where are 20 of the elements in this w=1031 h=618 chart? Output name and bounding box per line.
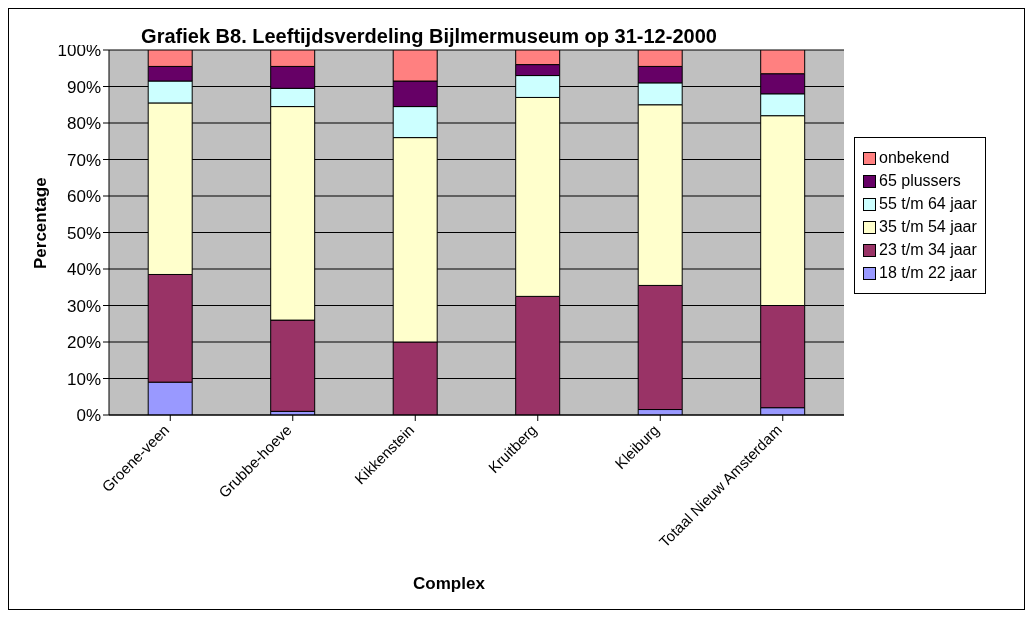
legend-label: 18 t/m 22 jaar [879,264,977,282]
legend-label: 55 t/m 64 jaar [879,195,977,213]
y-tick-label: 90% [66,77,101,97]
legend-label: 65 plussers [879,172,961,190]
y-tick-label: 100% [57,41,101,61]
y-axis-title: Percentage [31,177,51,269]
legend-label: onbekend [879,149,950,167]
y-tick-label: 70% [66,150,101,170]
chart-title: Grafiek B8. Leeftijdsverdeling Bijlmermuseum op 31-12-2000 [141,25,717,47]
legend-label: 35 t/m 54 jaar [879,218,977,236]
x-axis-title: Complex [412,574,486,594]
y-tick-label: 40% [66,260,101,280]
y-tick-label: 50% [66,223,101,243]
y-tick-label: 60% [66,187,101,207]
y-tick-label: 30% [66,296,101,316]
y-tick-label: 20% [66,333,101,353]
y-tick-label: 80% [66,114,101,134]
legend-label: 23 t/m 34 jaar [879,241,977,259]
y-tick-label: 0% [76,406,101,426]
y-tick-label: 10% [66,369,101,389]
